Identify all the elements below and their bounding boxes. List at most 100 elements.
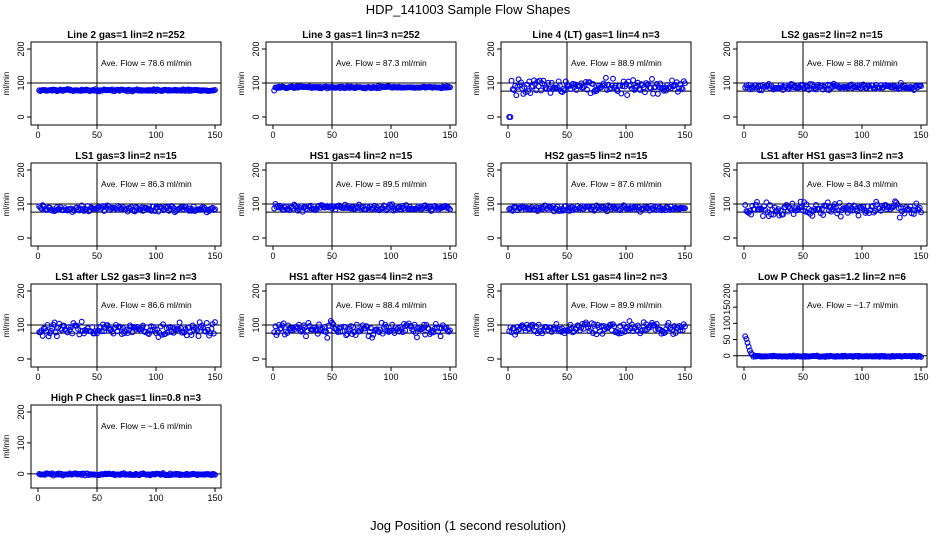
data-point [383, 323, 390, 330]
x-tick-label: 50 [798, 251, 808, 261]
data-point [772, 84, 779, 91]
data-point [158, 331, 165, 338]
panel-8: LS1 after HS1 gas=3 lin=2 n=3 ml/min 0 100 2… [708, 151, 929, 261]
panel-title: Low P Check gas=1.2 lin=2 n=6 [758, 272, 906, 283]
data-point [303, 333, 309, 340]
y-tick-label: 0 [16, 471, 26, 476]
data-point [358, 326, 365, 333]
data-point [447, 84, 453, 91]
data-point [324, 334, 331, 341]
x-tick-label: 150 [207, 251, 222, 261]
panel-11: HS1 after LS1 gas=4 lin=2 n=3 ml/min 0 100 2… [472, 272, 693, 382]
data-point [641, 89, 648, 96]
x-tick-label: 100 [383, 372, 398, 382]
data-point [45, 333, 52, 340]
data-point [660, 87, 667, 94]
x-tick-label: 150 [913, 251, 928, 261]
panel-title: HS1 gas=4 lin=2 n=15 [310, 151, 413, 162]
x-tick-label: 100 [854, 251, 869, 261]
y-axis-label: ml/min [708, 314, 717, 338]
x-tick-label: 0 [35, 130, 40, 140]
panel-6: HS1 gas=4 lin=2 n=15 ml/min 0 100 200 0 50 100 1… [237, 151, 458, 261]
data-point [560, 86, 567, 92]
y-tick-label: 0 [16, 356, 26, 361]
panel-2: Line 3 gas=1 lin=3 n=252 ml/min 0 100 200 0 50… [237, 30, 458, 140]
data-point [414, 334, 420, 341]
data-point [432, 320, 439, 327]
plot-frame [736, 283, 928, 368]
data-point [610, 75, 616, 82]
y-tick-label: 100 [251, 75, 261, 90]
data-point [84, 203, 91, 210]
x-tick-label: 150 [913, 372, 928, 382]
data-point [169, 203, 176, 210]
y-tick-label: 100 [722, 316, 732, 331]
data-point [654, 90, 661, 97]
data-point [104, 202, 111, 209]
y-tick-label: 100 [16, 435, 26, 450]
data-point [443, 204, 450, 211]
data-point [899, 83, 906, 90]
data-point [659, 84, 666, 91]
data-point [837, 213, 844, 220]
data-point [797, 198, 804, 205]
data-point [790, 211, 797, 218]
data-point [835, 207, 842, 214]
data-point [39, 202, 46, 209]
average-flow-label: Ave. Flow = 86.3 ml/min [101, 179, 192, 189]
data-point [582, 78, 589, 85]
y-tick-label: 100 [251, 196, 261, 211]
plot-frame [30, 404, 222, 489]
x-tick-label: 0 [35, 372, 40, 382]
y-tick-label: 200 [722, 283, 732, 298]
x-tick-label: 150 [442, 130, 457, 140]
x-tick-label: 100 [618, 130, 633, 140]
x-tick-label: 50 [562, 251, 572, 261]
data-point [682, 323, 688, 330]
data-point [918, 209, 924, 216]
y-axis-label: ml/min [472, 72, 481, 96]
y-tick-label: 0 [486, 356, 496, 361]
data-point [402, 327, 409, 334]
panel-title: HS1 after HS2 gas=4 lin=2 n=3 [289, 272, 433, 283]
data-point [745, 343, 752, 350]
x-tick-label: 100 [148, 130, 163, 140]
data-point [672, 330, 679, 337]
data-point [323, 329, 330, 335]
data-point [897, 79, 904, 86]
y-tick-label: 200 [16, 283, 26, 298]
x-tick-label: 50 [92, 372, 102, 382]
y-tick-label: 200 [16, 162, 26, 177]
data-point [618, 90, 625, 97]
data-point [278, 325, 285, 332]
data-point [369, 334, 376, 341]
data-point [78, 202, 85, 209]
data-point [584, 86, 591, 93]
average-flow-label: Ave. Flow = 88.7 ml/min [807, 58, 898, 68]
panel-12: Low P Check gas=1.2 lin=2 n=6 ml/min 0 50 10… [708, 272, 929, 382]
data-point [624, 92, 631, 99]
y-tick-label: 100 [251, 317, 261, 332]
data-point [444, 327, 451, 334]
data-point [679, 86, 686, 93]
data-point [677, 327, 684, 334]
data-point [624, 323, 631, 330]
data-point [443, 83, 450, 90]
y-axis-label: ml/min [237, 193, 246, 217]
panel-13: High P Check gas=1 lin=0.8 n=3 ml/min 0 100… [2, 393, 223, 503]
data-point [744, 339, 751, 346]
x-tick-label: 100 [148, 372, 163, 382]
data-point [759, 213, 766, 219]
y-tick-label: 50 [722, 335, 732, 345]
average-flow-label: Ave. Flow = 88.4 ml/min [336, 300, 427, 310]
y-tick-label: 100 [16, 196, 26, 211]
data-point [661, 329, 668, 336]
data-point [896, 214, 903, 221]
average-flow-label: Ave. Flow = 89.5 ml/min [336, 179, 427, 189]
y-axis-label: ml/min [2, 72, 11, 96]
y-tick-label: 0 [486, 235, 496, 240]
x-tick-label: 150 [677, 130, 692, 140]
panel-title: LS1 after LS2 gas=3 lin=2 n=3 [55, 272, 197, 283]
y-tick-label: 200 [251, 283, 261, 298]
data-point [49, 325, 56, 332]
